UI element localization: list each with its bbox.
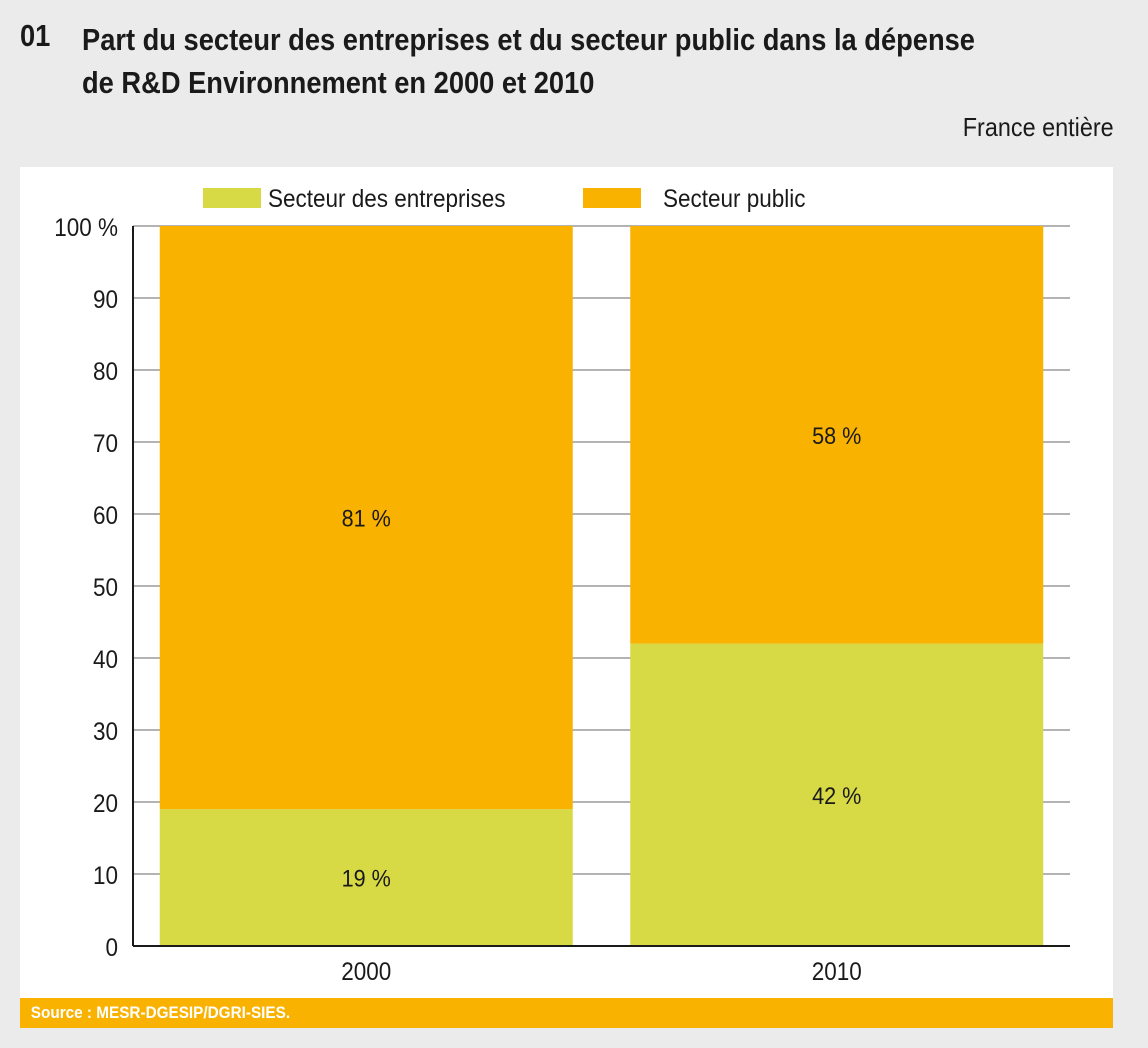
- source-text: Source : MESR-DGESIP/DGRI-SIES.: [30, 1003, 291, 1022]
- data-label: 19 %: [342, 865, 391, 892]
- legend-swatch: [203, 188, 261, 208]
- y-tick-label: 30: [93, 718, 118, 746]
- legend-label: Secteur public: [663, 185, 806, 213]
- legend-swatch: [583, 188, 641, 208]
- data-label: 42 %: [812, 782, 861, 809]
- y-tick-label: 20: [93, 790, 118, 818]
- legend: Secteur des entreprises Secteur public: [203, 185, 806, 213]
- y-tick-label: 90: [93, 286, 118, 314]
- y-tick-label: 60: [93, 502, 118, 530]
- y-tick-label: 80: [93, 358, 118, 386]
- data-labels: 19 % 81 % 42 % 58 %: [342, 422, 862, 892]
- y-tick-label: 50: [93, 574, 118, 602]
- y-tick-labels: 0 10 20 30 40 50 60 70 80 90 100 %: [54, 214, 118, 962]
- axes: [132, 226, 1070, 947]
- x-tick-labels: 2000 2010: [341, 958, 862, 986]
- x-tick-label: 2000: [341, 958, 391, 986]
- chart-title-line2: de R&D Environnement en 2000 et 2010: [82, 65, 595, 100]
- bar-secteur-des-entreprises-2000: [159, 809, 573, 946]
- chart-title: Part du secteur des entreprises et du se…: [82, 18, 1138, 104]
- y-tick-label: 100 %: [54, 214, 118, 242]
- chart-subtitle: France entière: [963, 112, 1114, 142]
- chart-number: 01: [20, 18, 51, 53]
- chart-title-line1: Part du secteur des entreprises et du se…: [82, 22, 975, 57]
- y-tick-label: 40: [93, 646, 118, 674]
- y-tick-label: 10: [93, 862, 118, 890]
- bar-secteur-public-2000: [159, 226, 573, 810]
- bars: [159, 226, 1044, 946]
- data-label: 58 %: [812, 422, 861, 449]
- source-bar: Source : MESR-DGESIP/DGRI-SIES.: [20, 998, 1113, 1028]
- x-tick-label: 2010: [812, 958, 862, 986]
- y-tick-label: 0: [105, 934, 118, 962]
- bar-secteur-des-entreprises-2010: [630, 643, 1044, 946]
- bar-secteur-public-2010: [630, 226, 1044, 644]
- data-label: 81 %: [342, 505, 391, 532]
- y-tick-label: 70: [93, 430, 118, 458]
- legend-label: Secteur des entreprises: [268, 185, 506, 213]
